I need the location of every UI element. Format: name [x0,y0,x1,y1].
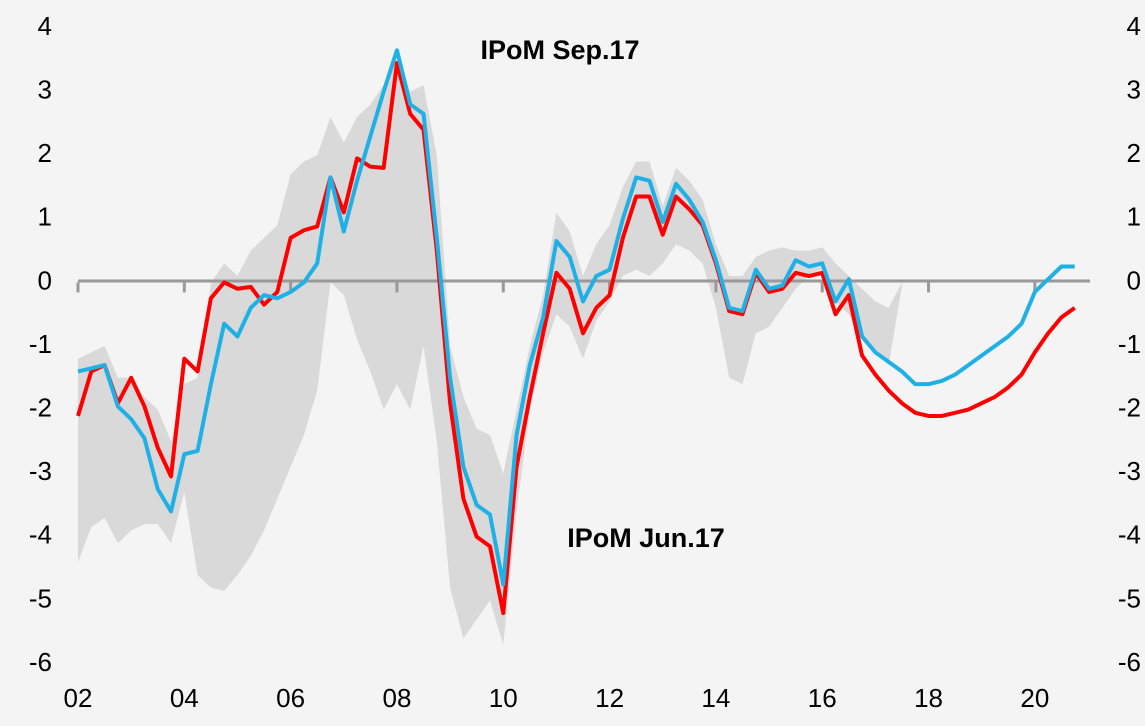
y-tick-label: 1 [38,202,52,232]
y2-tick-label: 4 [1127,11,1141,41]
series-label: IPoM Sep.17 [480,35,639,65]
x-tick-label: 12 [595,683,624,713]
y2-tick-label: -4 [1118,520,1141,550]
y-tick-label: -6 [29,647,52,677]
y-tick-label: 0 [38,265,52,295]
y-tick-label: 4 [38,11,52,41]
y2-tick-label: 2 [1127,138,1141,168]
y-tick-label: -1 [29,329,52,359]
series-label: IPoM Jun.17 [567,523,725,553]
y-tick-label: -4 [29,520,52,550]
x-tick-label: 02 [64,683,93,713]
x-tick-label: 18 [914,683,943,713]
band-layer [78,59,902,645]
x-tick-label: 10 [489,683,518,713]
y2-tick-label: -3 [1118,456,1141,486]
x-tick-label: 08 [382,683,411,713]
y-tick-label: -5 [29,583,52,613]
x-tick-label: 14 [701,683,730,713]
x-tick-label: 16 [808,683,837,713]
x-tick-label: 06 [276,683,305,713]
series-line [77,48,1075,587]
y-tick-label: -3 [29,456,52,486]
y2-tick-label: -2 [1118,392,1141,422]
x-tick-label: 04 [170,683,199,713]
y-tick-label: 3 [38,74,52,104]
y-tick-label: 2 [38,138,52,168]
series-line [76,60,1076,616]
y2-tick-label: 1 [1127,202,1141,232]
y2-tick-label: 0 [1127,265,1141,295]
y2-tick-label: 3 [1127,74,1141,104]
x-tick-label: 20 [1020,683,1049,713]
y-tick-label: -2 [29,392,52,422]
y2-tick-label: -1 [1118,329,1141,359]
y2-tick-label: -6 [1118,647,1141,677]
y2-tick-label: -5 [1118,583,1141,613]
line-layer [76,48,1076,616]
range-band [78,59,902,645]
